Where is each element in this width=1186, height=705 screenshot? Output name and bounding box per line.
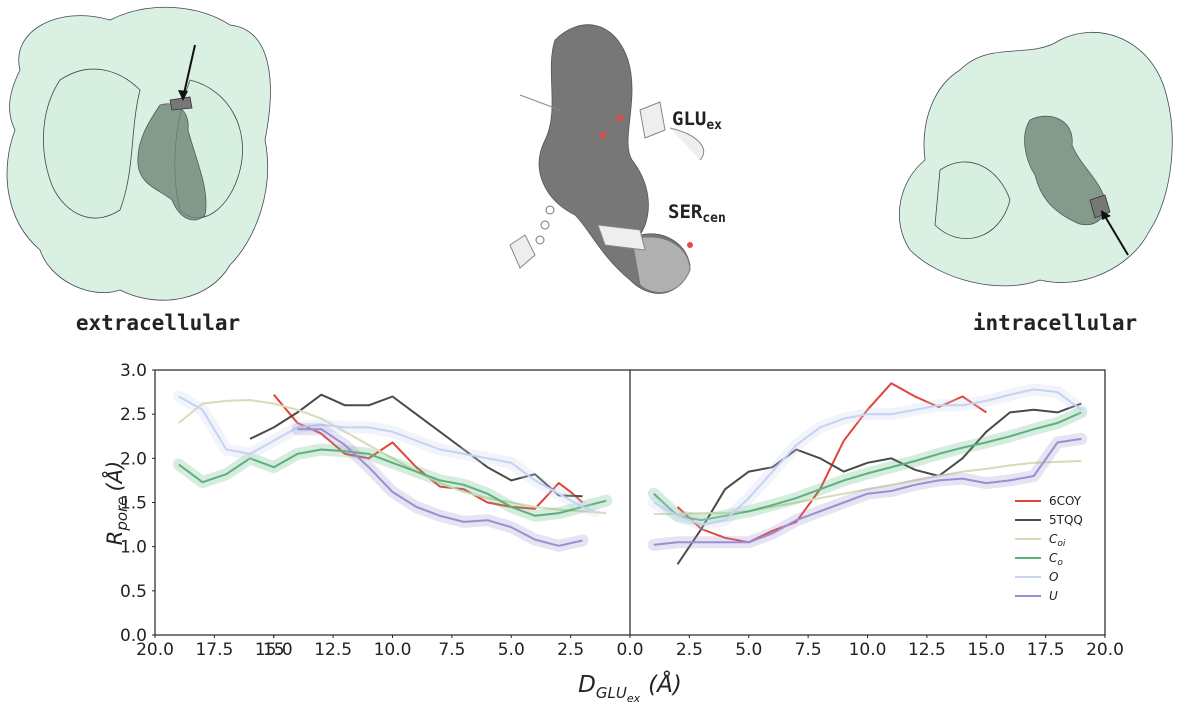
intracellular-structure [898, 32, 1173, 287]
series-band [647, 406, 1088, 527]
x-tick-label: 15 [263, 640, 285, 660]
x-tick-label: 7.5 [438, 640, 465, 660]
legend-label: 6COY [1049, 494, 1082, 508]
glu-name: GLU [672, 108, 706, 130]
series-line [653, 460, 1082, 515]
legend-name: O [1049, 570, 1058, 584]
legend-name: 5TQQ [1049, 513, 1083, 527]
series-line [297, 428, 583, 547]
ser-label: SERcen [668, 201, 726, 226]
y-tick-label: 1.0 [120, 538, 147, 558]
y-label-main: R [103, 531, 127, 546]
x-tick-label: 10.0 [374, 640, 412, 660]
x-tick-label: 5.0 [735, 640, 762, 660]
y-tick-label: 2.0 [120, 449, 147, 469]
y-label-unit: (Å) [101, 461, 127, 492]
legend-name: C [1049, 551, 1058, 565]
x-tick-label: 17.5 [195, 640, 233, 660]
ser-name: SER [668, 201, 703, 223]
x-label-sub: GLU [596, 684, 627, 702]
x-label-main: D [578, 672, 596, 698]
y-axis-label: Rpore (Å) [101, 461, 131, 545]
series-line [178, 448, 607, 517]
x-axis-label: DGLUex (Å) [578, 670, 682, 705]
series-line [676, 402, 1082, 565]
legend-name-sub: o [1057, 558, 1063, 568]
x-tick-label: 5.0 [498, 640, 525, 660]
legend-label: Coi [1049, 532, 1066, 549]
y-tick-label: 1.5 [120, 494, 147, 514]
glu-sub: ex [706, 118, 722, 133]
x-tick-label: 15.0 [967, 640, 1005, 660]
series-line [249, 393, 583, 498]
x-tick-label: 10.0 [849, 640, 887, 660]
legend-name: 6COY [1049, 494, 1082, 508]
series-line [273, 394, 584, 510]
legend-name-sub: oi [1057, 539, 1066, 549]
x-label-unit: (Å) [648, 670, 682, 698]
x-tick-label: 15.0 [255, 640, 293, 660]
x-tick-label: 12.5 [314, 640, 352, 660]
series-band [647, 383, 1088, 531]
legend-name: U [1049, 589, 1058, 603]
left-view-label: extracellular [76, 311, 240, 335]
series-line [653, 437, 1082, 546]
y-tick-label: 0.5 [120, 582, 147, 602]
y-tick-label: 3.0 [120, 361, 147, 381]
right-view-label: intracellular [973, 311, 1137, 335]
x-tick-label: 2.5 [676, 640, 703, 660]
x-tick-label: 0.0 [616, 640, 643, 660]
series-band [647, 432, 1088, 551]
x-tick-label: 20.0 [1086, 640, 1124, 660]
legend-label: Co [1049, 551, 1063, 568]
x-tick-label: 2.5 [557, 640, 584, 660]
glu-label: GLUex [672, 108, 722, 133]
legend-label: O [1049, 570, 1058, 584]
x-tick-label: 12.5 [908, 640, 946, 660]
series-line [178, 399, 607, 515]
x-label-subsub: ex [627, 692, 641, 705]
x-tick-label: 20.0 [136, 640, 174, 660]
legend-label: U [1049, 589, 1058, 603]
series-line [653, 388, 1082, 526]
y-label-sub: pore [113, 497, 131, 532]
y-tick-label: 0.0 [120, 626, 147, 646]
x-tick-label: 7.5 [795, 640, 822, 660]
extracellular-structure [6, 6, 271, 301]
legend-label: 5TQQ [1049, 513, 1083, 527]
ser-sub: cen [702, 211, 725, 226]
x-tick-label: 17.5 [1027, 640, 1065, 660]
pore-structure [509, 24, 705, 294]
series-line [653, 411, 1082, 522]
series-line [178, 395, 595, 513]
y-tick-label: 2.5 [120, 405, 147, 425]
legend-name: C [1049, 532, 1058, 546]
